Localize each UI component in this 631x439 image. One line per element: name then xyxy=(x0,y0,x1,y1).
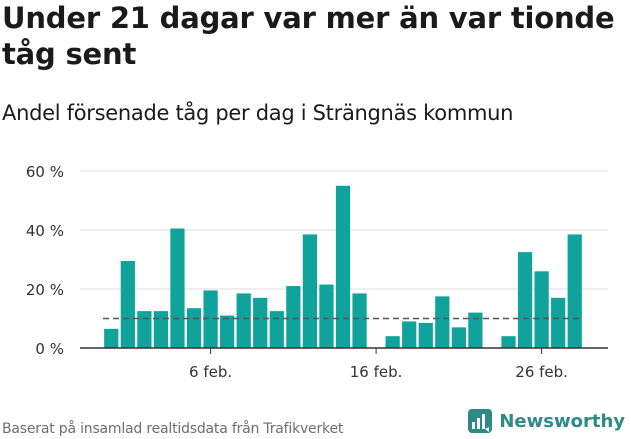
newsworthy-logo-icon xyxy=(468,409,493,433)
bar xyxy=(501,336,516,348)
bar xyxy=(170,228,185,348)
bar xyxy=(203,290,218,348)
axis-layer: 0 % 20 % 40 % 60 % 6 feb. 16 feb. 26 feb. xyxy=(26,163,608,381)
bar xyxy=(104,328,119,348)
bar xyxy=(186,308,202,348)
chart-subtitle: Andel försenade tåg per dag i Strängnäs … xyxy=(2,101,514,125)
y-tick-label: 0 % xyxy=(35,340,64,358)
bar xyxy=(286,286,301,348)
bar xyxy=(435,296,450,348)
y-tick-label: 60 % xyxy=(26,163,64,181)
x-tick-label: 26 feb. xyxy=(515,363,568,381)
bar xyxy=(220,315,235,348)
bar xyxy=(385,336,400,348)
bar xyxy=(517,252,533,348)
bar xyxy=(253,297,268,348)
y-tick-label: 20 % xyxy=(26,281,64,299)
bar xyxy=(302,234,318,348)
brand-name: Newsworthy xyxy=(499,410,625,432)
bar xyxy=(236,293,251,348)
bar xyxy=(418,322,433,348)
bar xyxy=(534,271,549,348)
bar xyxy=(120,260,135,348)
x-tick-label: 16 feb. xyxy=(350,363,403,381)
bar xyxy=(551,297,566,348)
bar-layer xyxy=(104,185,582,348)
bar xyxy=(402,321,417,348)
bar xyxy=(335,185,351,348)
chart-title: Under 21 dagar var mer än var tionde tåg… xyxy=(2,1,615,71)
bar xyxy=(451,327,466,348)
bar xyxy=(153,311,169,348)
bar xyxy=(567,234,582,348)
bar xyxy=(319,284,334,348)
bar xyxy=(269,311,284,348)
bar xyxy=(352,293,367,348)
brand[interactable]: Newsworthy xyxy=(467,406,625,436)
bar xyxy=(468,312,483,348)
bar-chart: 0 % 20 % 40 % 60 % 6 feb. 16 feb. 26 feb. xyxy=(26,163,608,381)
source-note: Baserat på insamlad realtidsdata från Tr… xyxy=(2,421,344,437)
bar xyxy=(137,311,152,348)
x-tick-label: 6 feb. xyxy=(189,363,232,381)
y-tick-label: 40 % xyxy=(26,222,64,240)
